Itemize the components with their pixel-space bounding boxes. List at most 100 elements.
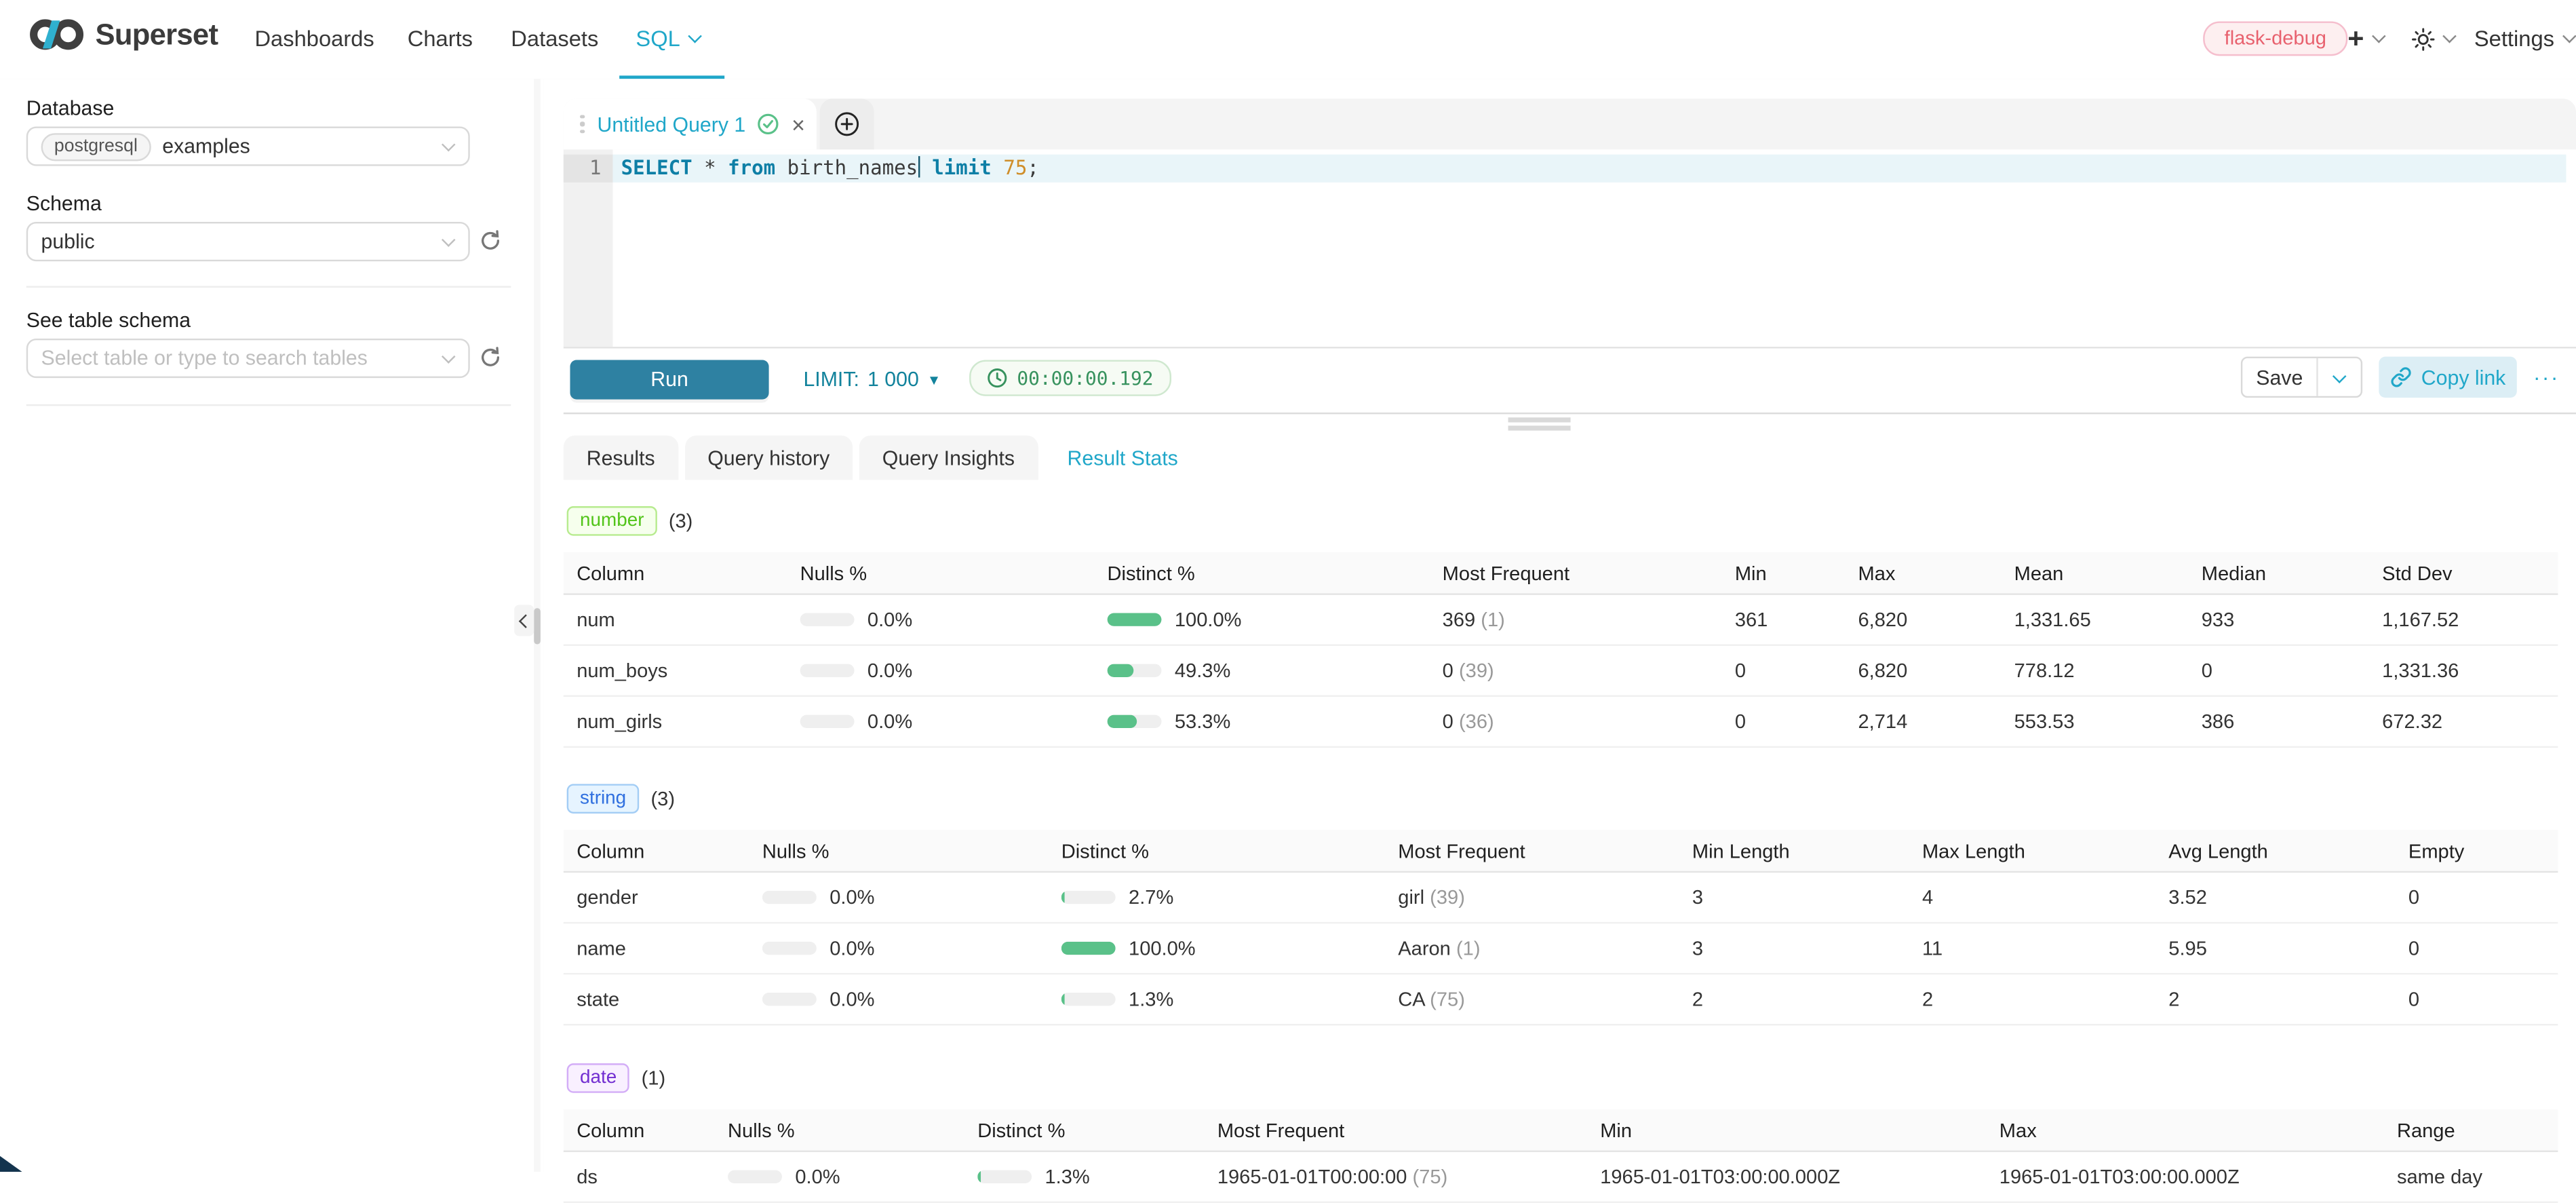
- distinct-bar: [1107, 714, 1162, 729]
- sql-keyword: from: [728, 156, 776, 180]
- results-tab-bar: Results Query history Query Insights Res…: [563, 435, 1201, 480]
- tab-query-insights[interactable]: Query Insights: [859, 435, 1038, 480]
- table-select-placeholder: Select table or type to search tables: [41, 347, 368, 370]
- sidebar-scrollbar-thumb[interactable]: [534, 608, 541, 645]
- save-button[interactable]: Save: [2256, 365, 2303, 389]
- tab-result-stats[interactable]: Result Stats: [1044, 435, 1201, 480]
- sql-number: 75: [991, 156, 1028, 180]
- sql-code-editor[interactable]: 1 SELECT * from birth_names limit 75;: [563, 149, 2576, 347]
- database-dialect-tag: postgresql: [41, 132, 151, 161]
- sql-code-line: SELECT * from birth_names limit 75;: [612, 154, 2567, 183]
- table-header-row: Column Nulls % Distinct % Most Frequent Mi…: [563, 1109, 2558, 1152]
- drag-handle-icon[interactable]: [580, 114, 585, 134]
- schema-label: Schema: [26, 192, 102, 216]
- table-header-row: Column Nulls % Distinct % Most Frequent Mi…: [563, 830, 2558, 873]
- chevron-down-icon: [2562, 29, 2576, 43]
- type-badge-date: date: [566, 1063, 630, 1093]
- result-stats-content: number (3) Column Nulls % Distinct % Most …: [563, 480, 2558, 1203]
- superset-logo[interactable]: Superset: [30, 16, 218, 52]
- close-tab-icon[interactable]: ×: [792, 111, 805, 138]
- link-icon: [2390, 366, 2411, 387]
- new-query-tab-button[interactable]: [819, 98, 874, 150]
- column-name: num_girls: [577, 710, 663, 733]
- distinct-bar: [1107, 613, 1162, 626]
- save-split-button[interactable]: Save: [2240, 356, 2363, 398]
- date-section-header: date (1): [566, 1063, 2558, 1093]
- chevron-down-icon: [2442, 29, 2457, 43]
- type-badge-string: string: [566, 784, 640, 814]
- table-row: num_girls 0.0% 53.3% 0 (36) 0 2,714 553.5…: [563, 697, 2558, 748]
- column-name: gender: [577, 885, 638, 909]
- refresh-tables-button[interactable]: [478, 345, 505, 372]
- chevron-down-icon: [441, 232, 456, 246]
- plus-icon: +: [2347, 22, 2364, 54]
- theme-toggle-button[interactable]: [2412, 0, 2457, 77]
- top-navbar: Superset Dashboards Charts Datasets SQL …: [0, 0, 2576, 81]
- nav-item-charts[interactable]: Charts: [407, 26, 473, 52]
- nav-item-sql[interactable]: SQL: [636, 0, 702, 77]
- chevron-down-icon: [688, 29, 702, 43]
- chevron-left-icon: [518, 613, 533, 628]
- chevron-down-icon: [441, 349, 456, 363]
- new-item-button[interactable]: +: [2347, 0, 2386, 77]
- table-row: ds 0.0% 1.3% 1965-01-01T00:00:00 (75) 19…: [563, 1152, 2558, 1203]
- nav-item-dashboards[interactable]: Dashboards: [254, 26, 374, 52]
- more-actions-button[interactable]: ···: [2533, 364, 2560, 390]
- chevron-down-icon: [2332, 368, 2347, 383]
- table-row: num 0.0% 100.0% 369 (1) 361 6,820 1,331.6…: [563, 595, 2558, 646]
- chevron-down-icon: [441, 136, 456, 151]
- save-dropdown-button[interactable]: [2316, 358, 2360, 396]
- column-count: (3): [650, 787, 676, 811]
- database-value: examples: [162, 134, 250, 158]
- superset-infinity-icon: [30, 16, 84, 52]
- dropdown-triangle-icon: ▼: [926, 371, 941, 388]
- tab-query-history[interactable]: Query history: [684, 435, 853, 480]
- number-section-header: number (3): [566, 506, 2558, 536]
- collapse-sidebar-button[interactable]: [514, 605, 534, 636]
- nulls-bar: [762, 941, 817, 955]
- divider: [26, 404, 511, 406]
- column-name: ds: [577, 1165, 598, 1189]
- timer-value: 00:00:00.192: [1017, 366, 1154, 390]
- distinct-bar: [1061, 890, 1116, 904]
- sun-icon: [2412, 27, 2435, 50]
- column-count: (3): [668, 509, 693, 533]
- sql-keyword: SELECT: [621, 156, 692, 180]
- schema-select[interactable]: public: [26, 221, 470, 262]
- column-name: num_boys: [577, 659, 668, 683]
- refresh-schemas-button[interactable]: [478, 229, 505, 255]
- tab-results[interactable]: Results: [563, 435, 678, 480]
- table-select[interactable]: Select table or type to search tables: [26, 338, 470, 379]
- column-count: (1): [641, 1067, 666, 1090]
- sql-lab-left-panel: Database postgresql examples Schema publ…: [0, 79, 546, 1172]
- sql-identifier: birth_names: [775, 156, 918, 180]
- query-timer: 00:00:00.192: [969, 360, 1172, 396]
- nulls-bar: [800, 613, 855, 626]
- limit-dropdown[interactable]: LIMIT: 1 000 ▼: [803, 368, 941, 392]
- query-tab[interactable]: Untitled Query 1 ×: [563, 98, 817, 150]
- table-row: name 0.0% 100.0% Aaron (1) 3 11 5.95 0: [563, 923, 2558, 975]
- environment-badge: flask-debug: [2203, 21, 2348, 56]
- run-button[interactable]: Run: [570, 360, 769, 400]
- column-name: name: [577, 936, 626, 960]
- query-success-icon: [757, 113, 779, 135]
- type-badge-number: number: [566, 506, 657, 536]
- line-number: 1: [563, 154, 613, 183]
- editor-toolbar: Run LIMIT: 1 000 ▼ 00:00:00.192 Save: [563, 347, 2576, 415]
- distinct-bar: [1061, 941, 1116, 955]
- distinct-bar: [1107, 664, 1162, 677]
- database-select[interactable]: postgresql examples: [26, 126, 470, 166]
- database-label: Database: [26, 96, 115, 120]
- settings-menu[interactable]: Settings: [2474, 0, 2576, 77]
- text-cursor: [918, 156, 920, 178]
- pane-resize-handle[interactable]: [1508, 417, 1571, 434]
- nulls-bar: [762, 993, 817, 1006]
- copy-link-button[interactable]: Copy link: [2379, 356, 2517, 398]
- column-name: num: [577, 608, 615, 632]
- distinct-bar: [1061, 993, 1116, 1006]
- nav-item-datasets[interactable]: Datasets: [511, 26, 599, 52]
- schema-value: public: [41, 230, 95, 254]
